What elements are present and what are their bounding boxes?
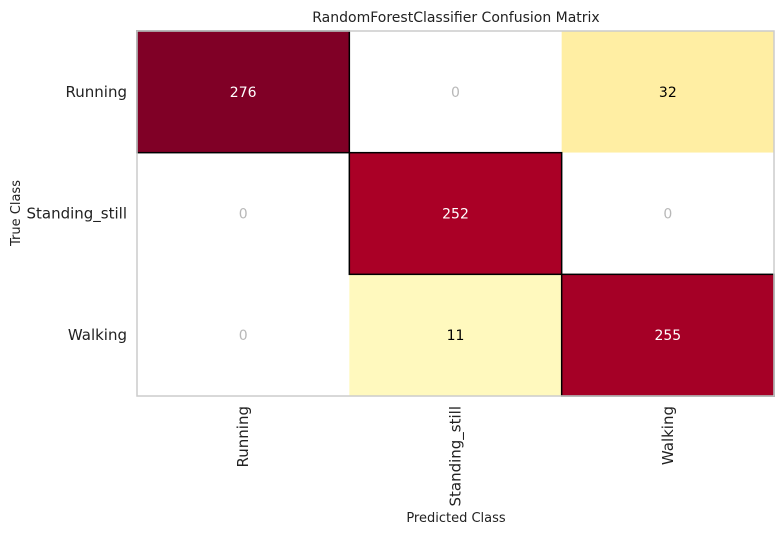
heatmap-cell	[561, 152, 774, 275]
cell-value-label: 0	[663, 207, 672, 223]
cell-value-label: 255	[654, 328, 681, 344]
x-tick-label: Running	[234, 406, 252, 467]
cell-value-label: 32	[659, 85, 677, 101]
cell-value-labels: 276 0 32 0 252 0 0 11 255	[230, 85, 681, 344]
y-tick-label: Standing_still	[26, 205, 127, 224]
cell-value-label: 276	[230, 85, 257, 101]
x-tick-label: Standing_still	[447, 406, 466, 507]
x-axis-label: Predicted Class	[406, 511, 506, 526]
y-axis-label: True Class	[9, 180, 24, 247]
heatmap-cells	[137, 31, 774, 396]
heatmap-cell	[561, 31, 774, 153]
chart-title: RandomForestClassifier Confusion Matrix	[312, 10, 599, 26]
cell-value-label: 252	[442, 207, 469, 223]
cell-value-label: 0	[451, 85, 460, 101]
heatmap-cell	[137, 274, 350, 396]
heatmap-cell	[137, 152, 350, 275]
y-tick-labels: Running Standing_still Walking	[26, 83, 127, 344]
diagonal-outline	[348, 151, 563, 276]
cell-value-label: 0	[239, 207, 248, 223]
x-tick-labels: Running Standing_still Walking	[234, 406, 677, 507]
heatmap-cell	[349, 152, 562, 275]
x-tick-label: Walking	[659, 406, 677, 465]
y-tick-label: Running	[66, 83, 127, 101]
heatmap-cell	[561, 274, 774, 396]
heatmap-cell	[349, 274, 562, 396]
cell-value-label: 0	[239, 328, 248, 344]
heatmap-cell	[137, 31, 350, 153]
y-tick-label: Walking	[68, 326, 127, 344]
plot-frame	[136, 30, 775, 397]
cell-value-label: 11	[447, 328, 465, 344]
heatmap-cell	[349, 31, 562, 153]
